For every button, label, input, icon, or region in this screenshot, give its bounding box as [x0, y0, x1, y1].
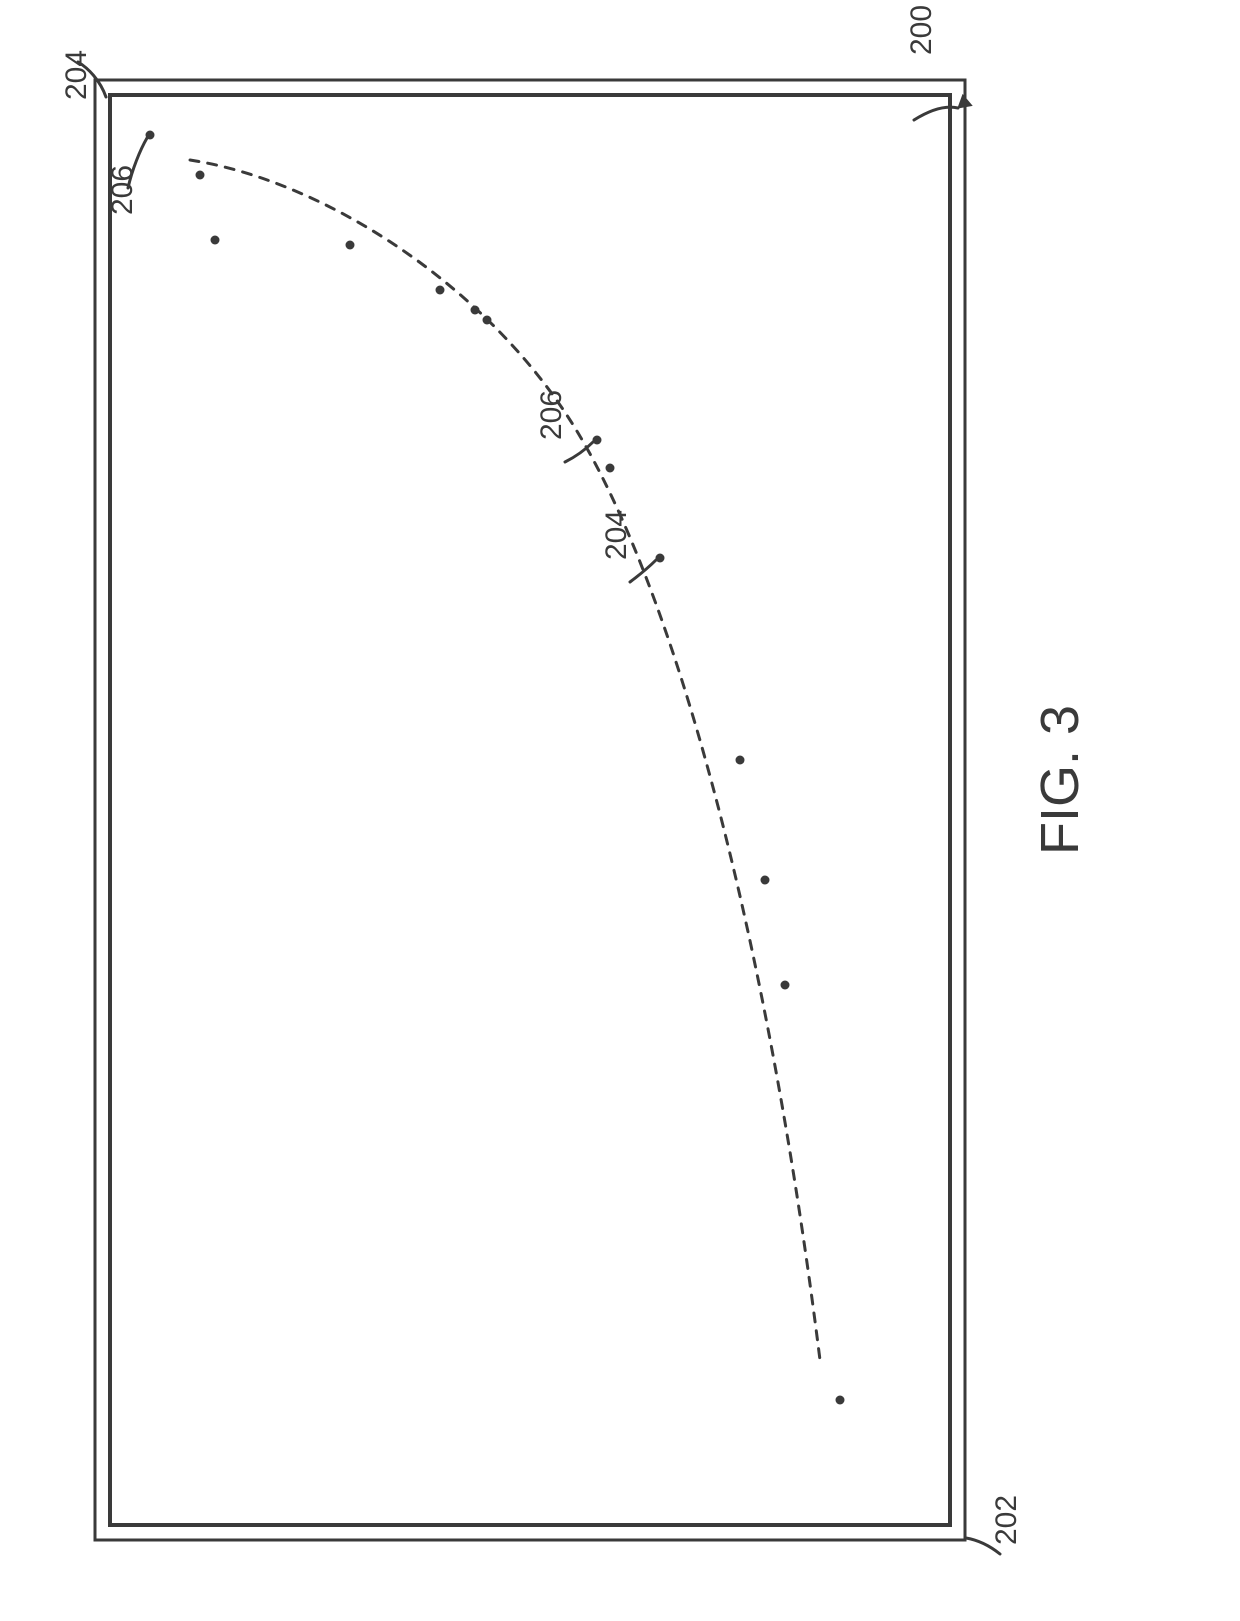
figure-page: 200 204 206 206 204 202 FIG. 3 [0, 0, 1240, 1621]
callout-label-206: 206 [106, 165, 140, 215]
data-point [196, 171, 205, 180]
data-point [781, 981, 790, 990]
data-point [836, 1396, 845, 1405]
data-point [483, 316, 492, 325]
data-point [471, 306, 480, 315]
data-point [761, 876, 770, 885]
callout-label-206: 206 [535, 390, 569, 440]
data-point [211, 236, 220, 245]
callout-label-200: 200 [905, 5, 939, 55]
callout-label-204: 204 [60, 50, 94, 100]
fit-curve [190, 160, 820, 1360]
callout-leader [630, 560, 656, 582]
data-point [736, 756, 745, 765]
data-point [346, 241, 355, 250]
data-point [606, 464, 615, 473]
callout-label-204: 204 [600, 510, 634, 560]
data-point [436, 286, 445, 295]
callout-label-202: 202 [990, 1495, 1024, 1545]
figure-caption: FIG. 3 [1029, 705, 1091, 855]
